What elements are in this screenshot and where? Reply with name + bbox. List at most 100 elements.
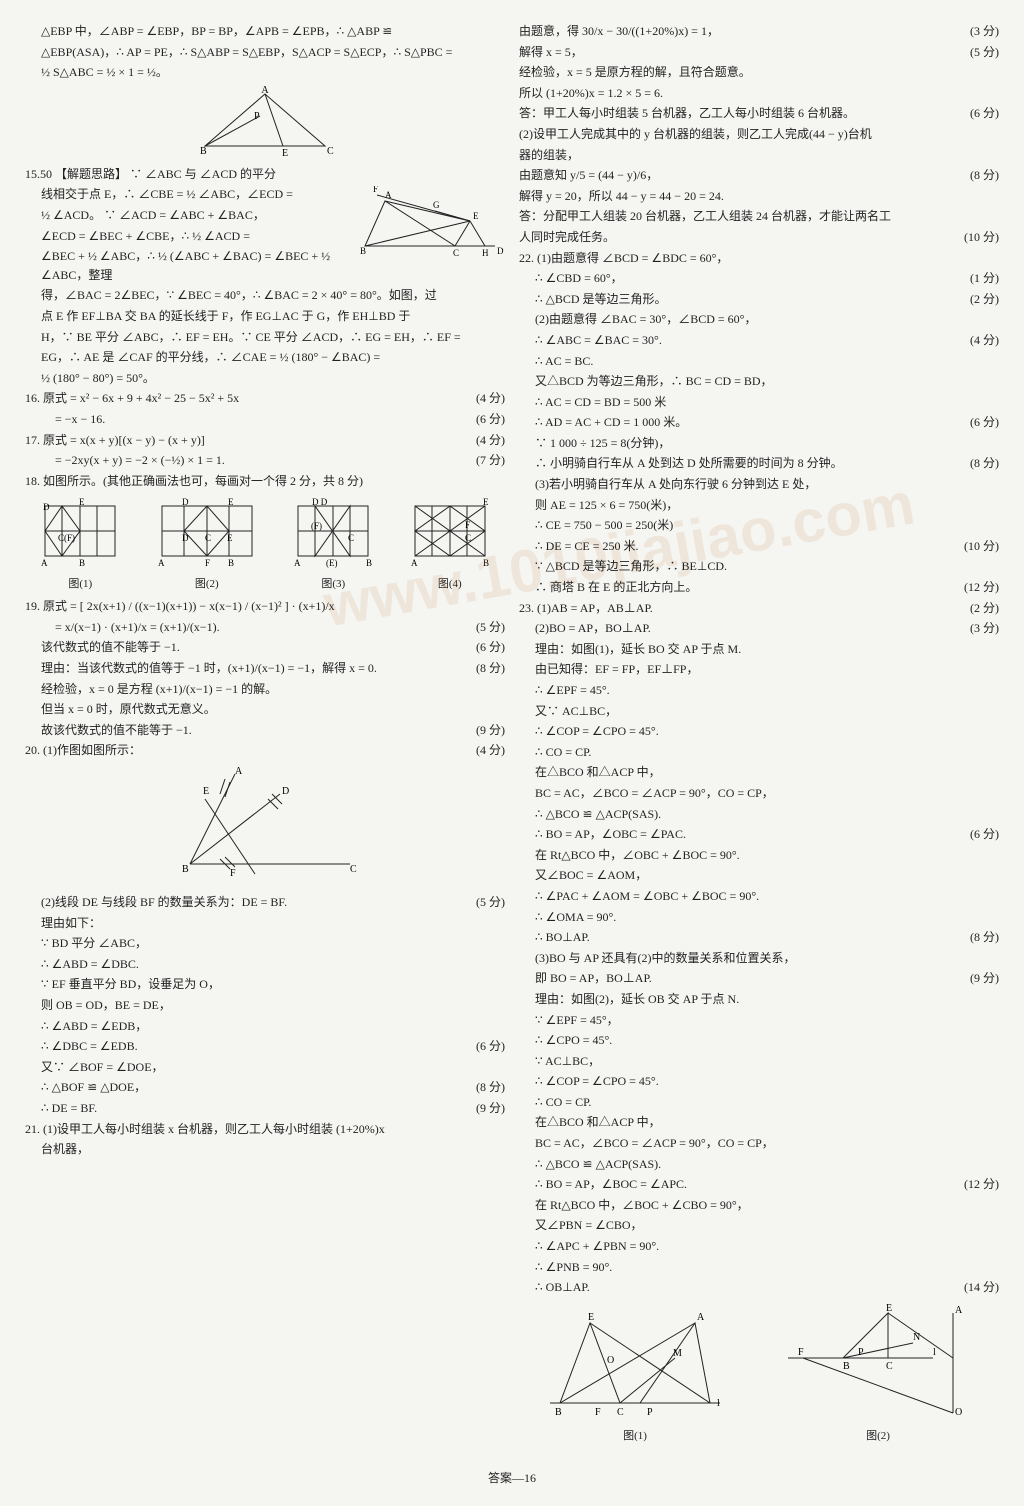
q21-1: 台机器， xyxy=(25,1140,505,1159)
q15-l7: H，∵ BE 平分 ∠ABC，∴ EF = EH。∵ CE 平分 ∠ACD，∴ … xyxy=(25,328,505,347)
q15-num: 15.50 【解题思路】 ∵ ∠ABC 与 ∠ACD 的平分 xyxy=(25,165,505,184)
q21b-5: (2)设甲工人完成其中的 y 台机器的组装，则乙工人完成(44 − y)台机 xyxy=(519,125,999,144)
q23-figs: E A O M B F C P l 图(1) xyxy=(519,1303,999,1443)
q22-11: (3)若小明骑自行车从 A 处向东行驶 6 分钟到达 E 处， xyxy=(519,475,999,494)
q19-1: = x/(x−1) · (x+1)/x = (x+1)/(x−1).(5 分) xyxy=(25,618,505,637)
svg-text:O: O xyxy=(607,1355,614,1366)
q23-12: 在 Rt△BCO 中，∠OBC + ∠BOC = 90°. xyxy=(519,846,999,865)
pre15-2: ½ S△ABC = ½ × 1 = ½。 xyxy=(25,63,505,82)
q21b-10: 人同时完成任务。(10 分) xyxy=(519,228,999,247)
svg-text:C: C xyxy=(617,1407,624,1418)
svg-text:C: C xyxy=(886,1361,893,1372)
q23-fig1: E A O M B F C P l xyxy=(545,1303,725,1423)
svg-text:A: A xyxy=(697,1312,705,1323)
q22-15: ∵ △BCD 是等边三角形，∴ BE⊥CD. xyxy=(519,557,999,576)
svg-text:A: A xyxy=(294,558,301,568)
q22-7: ∴ AC = CD = BD = 500 米 xyxy=(519,393,999,412)
q22-4: ∴ ∠ABC = ∠BAC = 30°.(4 分) xyxy=(519,331,999,350)
q23-0: 23. (1)AB = AP，AB⊥AP.(2 分) xyxy=(519,599,999,618)
q23-32: ∴ ∠PNB = 90°. xyxy=(519,1258,999,1277)
q16-1: = −x − 16.(6 分) xyxy=(25,410,505,429)
q21-0: 21. (1)设甲工人每小时组装 x 台机器，则乙工人每小时组装 (1+20%)… xyxy=(25,1120,505,1139)
svg-text:F: F xyxy=(465,520,470,530)
svg-text:B: B xyxy=(555,1407,562,1418)
q23-9: BC = AC，∠BCO = ∠ACP = 90°，CO = CP， xyxy=(519,784,999,803)
svg-text:(F): (F) xyxy=(311,521,322,531)
q18-cap3: 图(3) xyxy=(288,575,378,591)
q20-9: ∴ △BOF ≌ △DOE，(8 分) xyxy=(25,1078,505,1097)
q23-31: ∴ ∠APC + ∠PBN = 90°. xyxy=(519,1237,999,1256)
svg-text:E: E xyxy=(228,497,234,507)
svg-text:B: B xyxy=(228,558,234,568)
q22-0: 22. (1)由题意得 ∠BCD = ∠BDC = 60°， xyxy=(519,249,999,268)
q17-1: = −2xy(x + y) = −2 × (−½) × 1 = 1.(7 分) xyxy=(25,451,505,470)
q18-fig4: E FC AB xyxy=(405,496,495,571)
q18-cap1: 图(1) xyxy=(35,575,125,591)
q23-24: ∴ CO = CP. xyxy=(519,1093,999,1112)
q22-10: ∴ 小明骑自行车从 A 处到达 D 处所需要的时间为 8 分钟。(8 分) xyxy=(519,454,999,473)
svg-text:C: C xyxy=(350,864,357,875)
q23-26: BC = AC，∠BCO = ∠ACP = 90°，CO = CP， xyxy=(519,1134,999,1153)
svg-text:O: O xyxy=(955,1407,962,1418)
q17-0: 17. 原式 = x(x + y)[(x − y) − (x + y)](4 分… xyxy=(25,431,505,450)
q22-12: 则 AE = 125 × 6 = 750(米)， xyxy=(519,496,999,515)
svg-text:B: B xyxy=(79,558,85,568)
q23-11: ∴ BO = AP，∠OBC = ∠PAC.(6 分) xyxy=(519,825,999,844)
q22-5: ∴ AC = BC. xyxy=(519,352,999,371)
svg-text:M: M xyxy=(673,1348,682,1359)
fig-q20: A D E B F C xyxy=(160,764,370,889)
q23-27: ∴ △BCO ≌ △ACP(SAS). xyxy=(519,1155,999,1174)
svg-text:l: l xyxy=(933,1347,936,1358)
svg-text:P: P xyxy=(647,1407,653,1418)
q20-8: 又∵ ∠BOF = ∠DOE， xyxy=(25,1058,505,1077)
q18-fig2: DE DCE AFB xyxy=(152,496,262,571)
left-column: △EBP 中，∠ABP = ∠EBP，BP = BP，∠APB = ∠EPB，∴… xyxy=(25,20,505,1449)
svg-text:C: C xyxy=(327,146,334,157)
q19-5: 但当 x = 0 时，原代数式无意义。 xyxy=(25,700,505,719)
q23-28: ∴ BO = AP，∠BOC = ∠APC.(12 分) xyxy=(519,1175,999,1194)
svg-text:E: E xyxy=(886,1303,892,1314)
svg-text:F: F xyxy=(798,1347,804,1358)
q15-l4: ∠BEC + ½ ∠ABC，∴ ½ (∠ABC + ∠BAC) = ∠BEC +… xyxy=(25,247,505,284)
q23-23: ∴ ∠COP = ∠CPO = 45°. xyxy=(519,1072,999,1091)
q20-5: 则 OB = OD，BE = DE， xyxy=(25,996,505,1015)
q20-0: (2)线段 DE 与线段 BF 的数量关系为：DE = BF.(5 分) xyxy=(25,893,505,912)
svg-text:A: A xyxy=(235,766,243,777)
pre15-0: △EBP 中，∠ABP = ∠EBP，BP = BP，∠APB = ∠EPB，∴… xyxy=(25,22,505,41)
svg-text:B: B xyxy=(200,146,207,157)
q22-13: ∴ CE = 750 − 500 = 250(米) xyxy=(519,516,999,535)
q23-21: ∴ ∠CPO = 45°. xyxy=(519,1031,999,1050)
q18-header: 18. 如图所示。(其他正确画法也可，每画对一个得 2 分，共 8 分) xyxy=(25,472,505,491)
q23-8: 在△BCO 和△ACP 中， xyxy=(519,763,999,782)
page: △EBP 中，∠ABP = ∠EBP，BP = BP，∠APB = ∠EPB，∴… xyxy=(25,20,999,1449)
q21b-0: 由题意，得 30/x − 30/((1+20%)x) = 1，(3 分) xyxy=(519,22,999,41)
q22-2: ∴ △BCD 是等边三角形。(2 分) xyxy=(519,290,999,309)
svg-text:E: E xyxy=(227,533,233,543)
q23-7: ∴ CO = CP. xyxy=(519,743,999,762)
svg-text:l: l xyxy=(717,1398,720,1409)
q23-5: 又∵ AC⊥BC， xyxy=(519,702,999,721)
svg-text:E: E xyxy=(483,497,489,507)
q23-19: 理由：如图(2)，延长 OB 交 AP 于点 N. xyxy=(519,990,999,1009)
q20-header: 20. (1)作图如图所示：(4 分) xyxy=(25,741,505,760)
q22-3: (2)由题意得 ∠BAC = 30°，∠BCD = 60°， xyxy=(519,310,999,329)
q15-l8: EG，∴ AE 是 ∠CAF 的平分线，∴ ∠CAE = ½ (180° − ∠… xyxy=(25,348,505,367)
q18-cap4: 图(4) xyxy=(405,575,495,591)
q21b-2: 经检验，x = 5 是原方程的解，且符合题意。 xyxy=(519,63,999,82)
svg-text:D: D xyxy=(282,786,289,797)
q23-22: ∵ AC⊥BC， xyxy=(519,1052,999,1071)
svg-text:B: B xyxy=(843,1361,850,1372)
q20-7: ∴ ∠DBC = ∠EDB.(6 分) xyxy=(25,1037,505,1056)
q23-3: 由已知得：EF = FP，EF⊥FP， xyxy=(519,660,999,679)
q21b-7: 由题意知 y/5 = (44 − y)/6，(8 分) xyxy=(519,166,999,185)
q22-16: ∴ 商塔 B 在 E 的正北方向上。(12 分) xyxy=(519,578,999,597)
q21b-3: 所以 (1+20%)x = 1.2 × 5 = 6. xyxy=(519,84,999,103)
q15-l6: 点 E 作 EF⊥BA 交 BA 的延长线于 F，作 EG⊥AC 于 G，作 E… xyxy=(25,307,505,326)
svg-text:D: D xyxy=(43,502,50,512)
q20-2: ∵ BD 平分 ∠ABC， xyxy=(25,934,505,953)
q18-cap2: 图(2) xyxy=(152,575,262,591)
q15-l5: 得，∠BAC = 2∠BEC，∵ ∠BEC = 40°，∴ ∠BAC = 2 ×… xyxy=(25,286,505,305)
q22-6: 又△BCD 为等边三角形，∴ BC = CD = BD， xyxy=(519,372,999,391)
q23-13: 又∠BOC = ∠AOM， xyxy=(519,866,999,885)
q23-10: ∴ △BCO ≌ △ACP(SAS). xyxy=(519,805,999,824)
